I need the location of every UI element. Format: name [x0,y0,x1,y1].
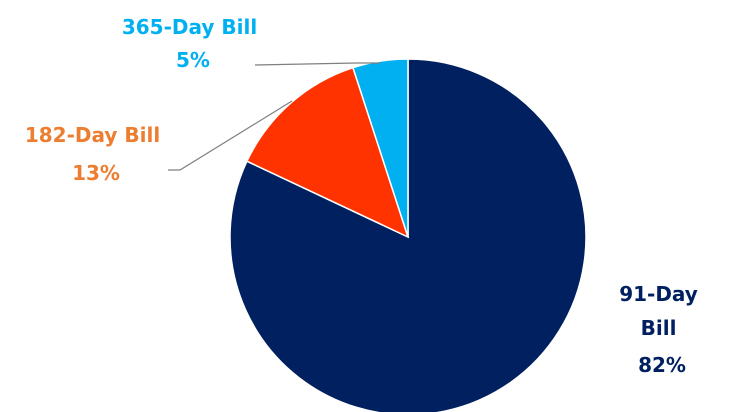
pie-slice-91-day-bill [229,58,587,412]
pie-slices [229,58,587,412]
leader-line-182-day-bill [168,100,293,171]
pie-slice-365-day-bill [352,58,409,238]
pie-slice-182-day-bill [245,66,410,239]
slice-label-365-day-bill: 365-Day Bill 5% [122,15,264,72]
leader-line-365-day-bill [254,62,380,66]
slice-label-91-day-bill: 91-Day Bill 82% [619,282,705,377]
leader-lines [168,62,380,171]
slice-label-182-day-bill: 182-Day Bill 13% [25,123,167,185]
